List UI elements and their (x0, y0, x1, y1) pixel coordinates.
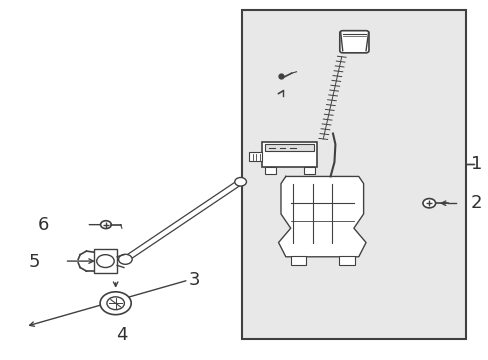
Text: 6: 6 (38, 216, 49, 234)
Bar (339, 256, 354, 265)
Bar (94, 249, 117, 273)
Circle shape (101, 221, 111, 229)
Bar (242, 10, 465, 339)
Bar (303, 167, 314, 174)
Text: 2: 2 (469, 194, 481, 212)
Text: 1: 1 (469, 155, 481, 173)
Bar (261, 142, 317, 167)
Circle shape (422, 199, 435, 208)
Circle shape (118, 254, 132, 264)
Circle shape (234, 177, 246, 186)
Circle shape (100, 292, 131, 315)
Text: 5: 5 (28, 253, 40, 271)
Circle shape (97, 255, 114, 267)
Bar (290, 256, 305, 265)
Circle shape (107, 297, 124, 310)
FancyBboxPatch shape (339, 31, 368, 53)
Text: 4: 4 (116, 327, 127, 345)
Bar (249, 152, 262, 161)
Bar (265, 144, 313, 152)
Text: 3: 3 (188, 271, 200, 289)
Bar (265, 167, 276, 174)
Polygon shape (278, 176, 366, 257)
